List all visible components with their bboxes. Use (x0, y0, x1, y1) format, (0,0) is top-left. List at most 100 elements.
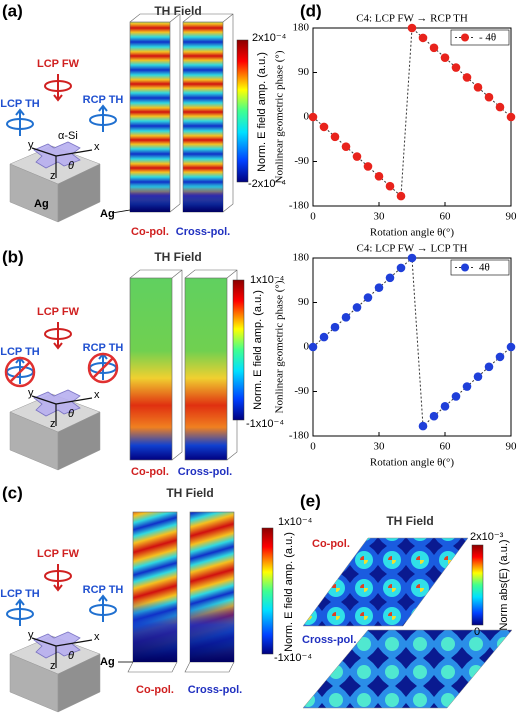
data-point (396, 263, 406, 273)
colorbar-label: Norm. E field amp. (a.u.) (283, 532, 295, 652)
colorbar-min: -1x10⁻⁴ (274, 652, 312, 664)
x-tick-label: 90 (506, 211, 518, 223)
colorbar-label: Norm. E field amp. (a.u.) (252, 290, 264, 410)
panel-label: (a) (2, 1, 23, 20)
legend-label: 4θ (479, 262, 490, 274)
co-pol-label: Co-pol. (312, 538, 350, 550)
y-tick-label: 90 (298, 66, 310, 78)
plot-frame (312, 257, 512, 437)
material-label: α-Si (58, 130, 78, 142)
cross-pol-label: Cross-pol. (176, 226, 230, 238)
cross-pol-label: Cross-pol. (178, 466, 232, 478)
data-point (451, 392, 461, 401)
axis-line (55, 397, 93, 405)
schematic: LCP FW LCP TH RCP TH y x zθ (0, 306, 123, 471)
y-tick-label: -180 (289, 200, 310, 212)
data-point (418, 33, 428, 43)
x-axis-label: Rotation angle θ(°) (370, 457, 455, 469)
lcp-th-label: LCP TH (0, 346, 40, 358)
axis-y-label: y (28, 139, 34, 151)
colorbar (232, 279, 245, 421)
axis-z-label: z (50, 418, 56, 430)
axis-y-label: y (28, 629, 34, 641)
legend-marker (461, 263, 469, 272)
lcp-fw-label: LCP FW (37, 306, 80, 318)
arrow-head (15, 598, 25, 606)
lcp-th-label: LCP TH (0, 98, 40, 110)
axis-z-label: z (50, 660, 56, 672)
axis-z-label: z (50, 170, 56, 182)
y-tick-label: -90 (294, 385, 309, 397)
rcp-th-label: RCP TH (83, 584, 124, 596)
data-point (396, 191, 406, 201)
schematic: LCP FW LCP TH RCP TH y x zθ (0, 548, 124, 713)
data-point (506, 342, 516, 352)
blocked-sign (9, 361, 31, 383)
x-tick-label: 90 (506, 441, 518, 453)
cross-pol-label: Cross-pol. (302, 634, 356, 646)
angle-label: θ (68, 408, 74, 420)
data-point (319, 122, 329, 132)
colorbar-max: 1x10⁻⁴ (278, 516, 313, 528)
colorbar-max: 2x10⁻⁴ (252, 32, 287, 44)
data-point (440, 402, 450, 411)
data-point (484, 362, 494, 372)
data-point (440, 53, 450, 62)
arrow-head (98, 104, 108, 112)
x-tick-label: 0 (310, 211, 316, 223)
x-axis-label: Rotation angle θ(°) (370, 227, 455, 239)
rcp-th-label: RCP TH (83, 94, 124, 106)
data-point (473, 83, 483, 92)
data-point (374, 283, 384, 292)
fit-line (312, 256, 512, 428)
colorbar-min: -1x10⁻⁴ (246, 418, 284, 430)
arrow-head (53, 584, 63, 592)
data-point (341, 313, 351, 322)
data-point (407, 23, 417, 33)
colorbar-max: 1x10⁻⁴ (250, 274, 285, 286)
field-columns (118, 511, 235, 673)
y-tick-label: -90 (294, 155, 309, 167)
data-point (484, 92, 494, 102)
data-point (495, 102, 505, 112)
data-point (451, 63, 461, 72)
co-pol-label: Co-pol. (136, 684, 174, 696)
panel-title: TH Field (166, 486, 213, 500)
axis-line (31, 637, 57, 647)
y-axis-label: Nonlinear geometric phase (°) (274, 50, 286, 183)
plot-frame (312, 27, 512, 207)
data-point (330, 132, 340, 142)
field-columns (129, 269, 238, 461)
lcp-th-label: LCP TH (0, 588, 40, 600)
arrow-head (53, 94, 63, 102)
cross-pol-label: Cross-pol. (188, 684, 242, 696)
x-tick-label: 0 (310, 441, 316, 453)
data-point (462, 382, 472, 391)
nanostructure (33, 389, 81, 417)
lcp-fw-label: LCP FW (37, 58, 80, 70)
substrate-right (57, 653, 101, 713)
x-tick-label: 60 (440, 211, 452, 223)
colorbar-min: 0 (474, 626, 480, 638)
axis-y-label: y (28, 387, 34, 399)
lcp-fw-label: LCP FW (37, 548, 80, 560)
blocked-sign (87, 352, 119, 384)
x-tick-label: 30 (374, 441, 386, 453)
panel-title: TH Field (154, 4, 201, 18)
field-map (302, 629, 513, 709)
data-point (363, 162, 373, 171)
axis-x-label: x (94, 141, 100, 153)
colorbar (261, 527, 274, 655)
schematic: LCP FW LCP TH RCP TH y x zθ α-Si Ag (0, 58, 124, 223)
field-map (302, 537, 469, 627)
colorbar (236, 39, 249, 183)
legend-marker (461, 33, 469, 42)
field-columns (111, 13, 234, 214)
data-point (473, 372, 483, 381)
data-point (429, 43, 439, 53)
co-pol-label: Co-pol. (131, 466, 169, 478)
chart-title: C4: LCP FW → RCP TH (356, 13, 468, 25)
y-tick-label: 180 (293, 252, 310, 264)
data-point (506, 112, 516, 122)
colorbar-min: -2x10⁻⁴ (248, 178, 286, 190)
